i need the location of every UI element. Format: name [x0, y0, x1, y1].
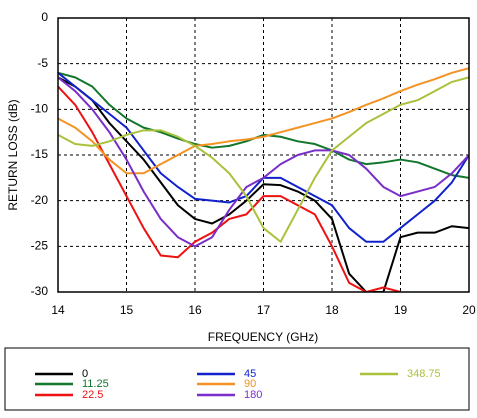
x-tick-label: 20 — [462, 303, 476, 317]
series-line — [58, 85, 401, 292]
y-tick-label: -10 — [31, 102, 49, 116]
legend-label: 0 — [82, 368, 88, 380]
y-tick-label: -30 — [31, 284, 49, 298]
y-tick-label: -5 — [37, 56, 48, 70]
x-tick-label: 14 — [51, 303, 65, 317]
series-line — [58, 76, 469, 292]
y-tick-label: -20 — [31, 193, 49, 207]
x-axis-label: FREQUENCY (GHz) — [208, 330, 318, 344]
x-tick-label: 15 — [120, 303, 134, 317]
series-line — [58, 76, 469, 248]
legend-box — [4, 347, 470, 411]
y-tick-label: -15 — [31, 147, 49, 161]
series-line — [58, 67, 469, 175]
x-tick-label: 17 — [257, 303, 271, 317]
legend-label: 180 — [244, 389, 262, 401]
legend-label: 348.75 — [407, 368, 441, 380]
y-tick-label: 0 — [41, 10, 48, 24]
x-tick-label: 18 — [325, 303, 339, 317]
y-axis-label: RETURN LOSS (dB) — [6, 99, 20, 210]
legend-label: 11.25 — [82, 378, 109, 390]
legend-label: 22.5 — [82, 389, 103, 401]
legend-label: 90 — [244, 378, 256, 390]
x-tick-label: 19 — [394, 303, 408, 317]
plot-lines — [58, 67, 469, 292]
series-line — [58, 71, 469, 179]
legend-label: 45 — [244, 368, 256, 380]
series-line — [58, 76, 469, 243]
plot-frame — [57, 17, 470, 293]
x-tick-label: 16 — [188, 303, 202, 317]
y-tick-label: -25 — [31, 239, 49, 253]
